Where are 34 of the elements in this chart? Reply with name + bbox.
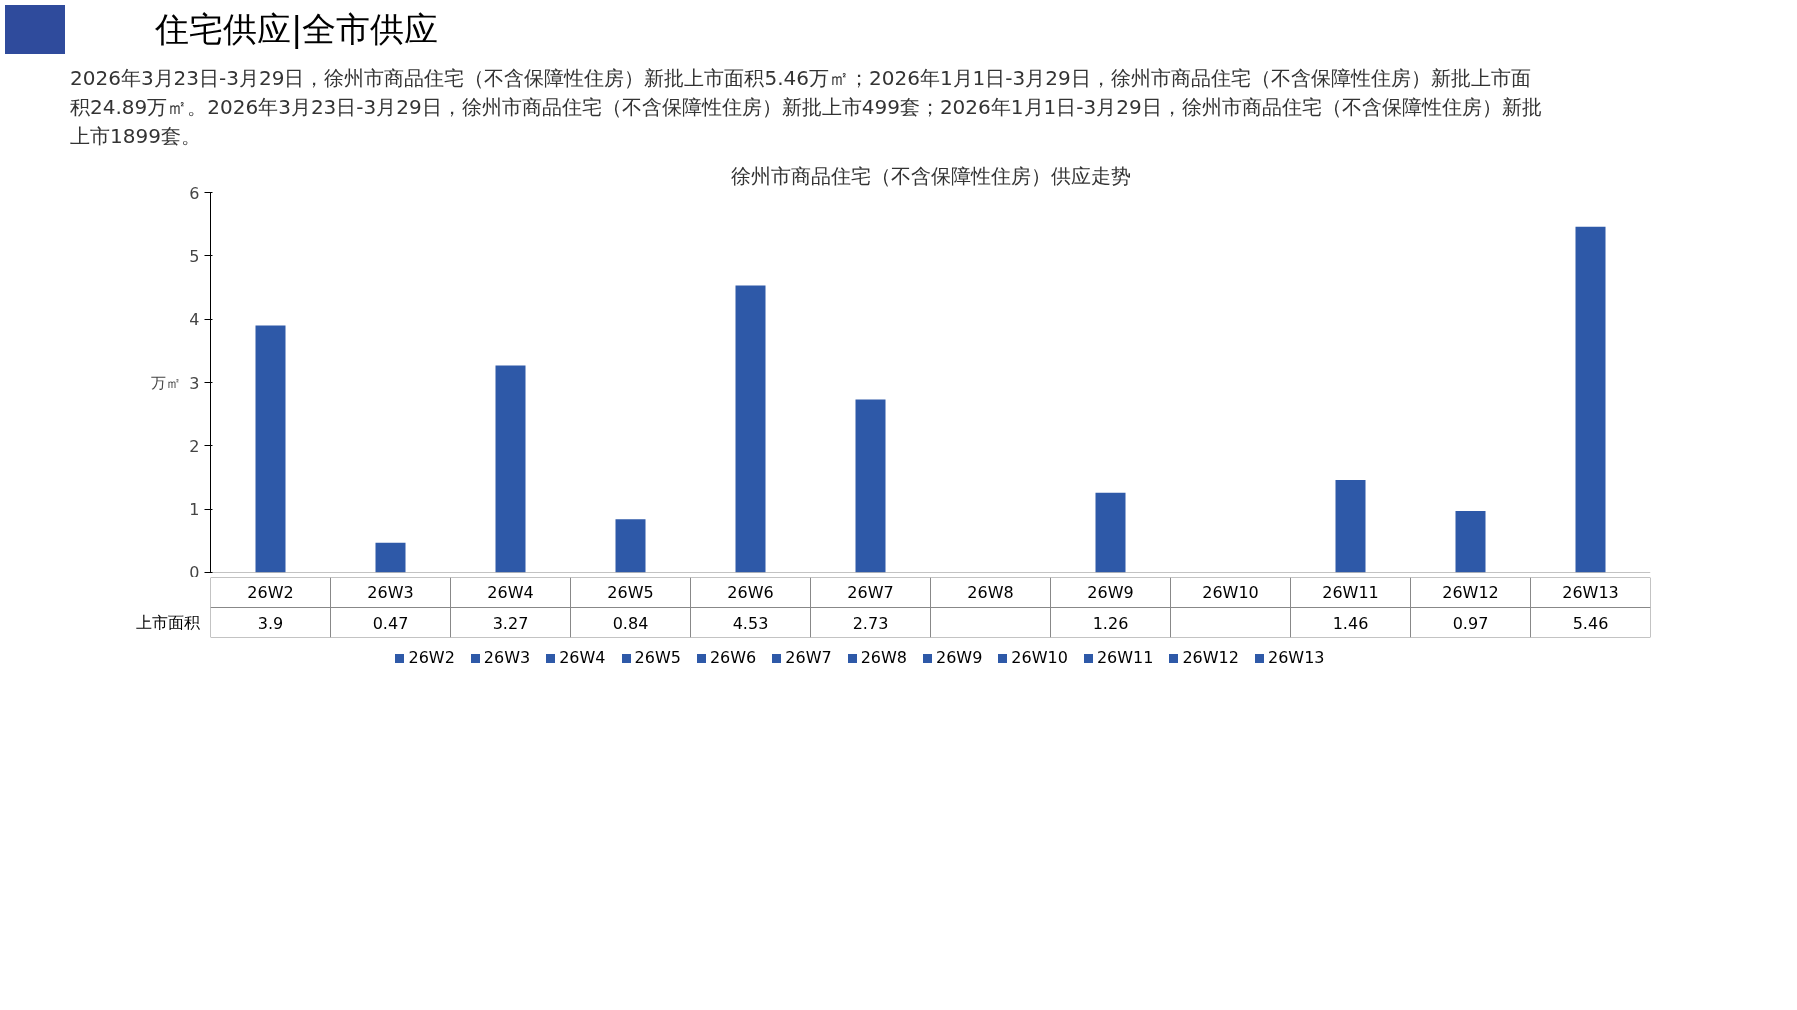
y-tick-label: 3 [189, 373, 200, 393]
text: 上市面积 [135, 612, 200, 632]
y-axis-title: 万㎡ [151, 373, 182, 392]
x-tick-label: 26W6 [727, 582, 774, 602]
text: 2026年3月23日-3月29日，徐州市商品住宅（不含保障性住房）新批上市面积5.46万㎡；2026年1月1日-3月29日，徐州市商品住宅（不含保障性住房）新批上市面积24.89万㎡。2026年3月23日-3月29日，徐州市商品住宅（不含保障性住房）新批上市499套；2026年1月1日-3月29日，徐州市商品住宅（不含保障性住房）新批上市1899套。 [70, 64, 1543, 150]
x-tick-label: 26W7 [847, 582, 894, 602]
chart-title: 徐州市商品住宅（不含保障性住房）供应走势 [730, 163, 1131, 188]
data-label: 1.46 [1332, 613, 1369, 633]
data-label: 0.47 [372, 613, 409, 633]
x-tick-label: 26W13 [1562, 582, 1619, 602]
y-tick-label: 5 [189, 246, 200, 266]
y-tick-label: 6 [189, 183, 200, 203]
x-tick-label: 26W9 [1087, 582, 1134, 602]
x-tick-label: 26W8 [967, 582, 1014, 602]
text: 住宅供应|全市供应 [155, 8, 439, 51]
x-tick-label: 26W10 [1202, 582, 1259, 602]
data-label: 3.9 [257, 613, 284, 633]
y-tick-label: 0 [189, 562, 200, 582]
x-tick-label: 26W2 [247, 582, 294, 602]
data-label: 0.84 [612, 613, 649, 633]
x-tick-label: 26W12 [1442, 582, 1499, 602]
data-label: 1.26 [1092, 613, 1129, 633]
x-tick-label: 26W4 [487, 582, 534, 602]
data-label: 2.73 [852, 613, 889, 633]
x-tick-label: 26W11 [1322, 582, 1379, 602]
x-tick-label: 26W5 [607, 582, 654, 602]
x-tick-label: 26W3 [367, 582, 414, 602]
data-label: 4.53 [732, 613, 769, 633]
y-tick-label: 1 [189, 499, 200, 519]
data-label: 0.97 [1452, 613, 1489, 633]
data-label: 3.27 [492, 613, 529, 633]
data-label: 5.46 [1572, 613, 1609, 633]
y-tick-label: 2 [189, 436, 200, 456]
y-tick-label: 4 [189, 309, 200, 329]
